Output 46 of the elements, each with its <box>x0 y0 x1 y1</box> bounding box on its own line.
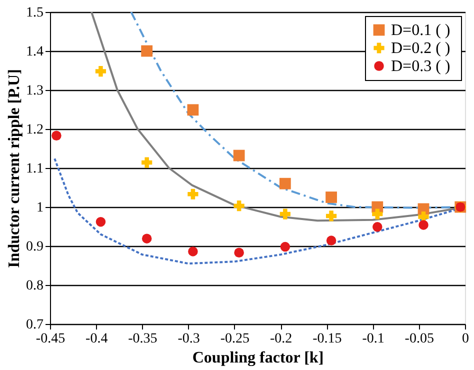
point <box>372 222 382 232</box>
y-tick-label: 1 <box>36 200 44 216</box>
point <box>188 246 198 256</box>
point <box>326 236 336 246</box>
y-tick-label: 1.1 <box>26 162 44 176</box>
y-tick-label: 1.2 <box>26 122 44 138</box>
point <box>418 211 429 222</box>
point <box>187 104 199 116</box>
x-tick-label: -0.25 <box>220 332 250 346</box>
point <box>280 208 290 220</box>
point <box>96 216 106 227</box>
y-tick-label: 1.5 <box>26 6 44 20</box>
point <box>142 157 152 168</box>
legend-label: D=0.2 ( ) <box>391 40 450 57</box>
x-tick-label: -0.3 <box>178 332 200 346</box>
point <box>95 66 106 77</box>
point <box>372 208 383 220</box>
y-tick-label: 0.9 <box>26 240 44 254</box>
legend-label: D=0.1 ( ) <box>391 22 450 39</box>
y-tick-label: 0.7 <box>26 318 44 332</box>
point <box>142 234 152 244</box>
point <box>233 150 245 162</box>
point <box>279 178 291 190</box>
x-tick-label: 0 <box>462 332 469 346</box>
y-tick-label: 1.4 <box>26 44 44 60</box>
x-tick-label: -0.05 <box>404 332 434 346</box>
point <box>141 45 153 57</box>
point <box>188 188 198 200</box>
x-tick-label: -0.1 <box>362 332 384 346</box>
point <box>52 130 62 140</box>
legend-label: D=0.3 ( ) <box>391 58 450 75</box>
y-tick-label: 1.3 <box>26 84 44 98</box>
x-tick-label: -0.45 <box>36 332 66 346</box>
point <box>234 248 244 258</box>
x-tick-label: -0.15 <box>312 332 342 346</box>
y-axis-title: Inductor current ripple [P.U] <box>6 69 23 268</box>
point <box>326 192 337 203</box>
y-tick-label: 0.8 <box>26 278 44 294</box>
x-axis-title: Coupling factor [k] <box>192 350 324 366</box>
point <box>326 210 337 222</box>
x-tick-label: -0.2 <box>270 332 292 346</box>
point <box>418 220 428 230</box>
point <box>280 242 290 252</box>
point <box>234 200 244 212</box>
x-tick-label: -0.35 <box>128 332 158 346</box>
x-tick-label: -0.4 <box>86 332 108 346</box>
